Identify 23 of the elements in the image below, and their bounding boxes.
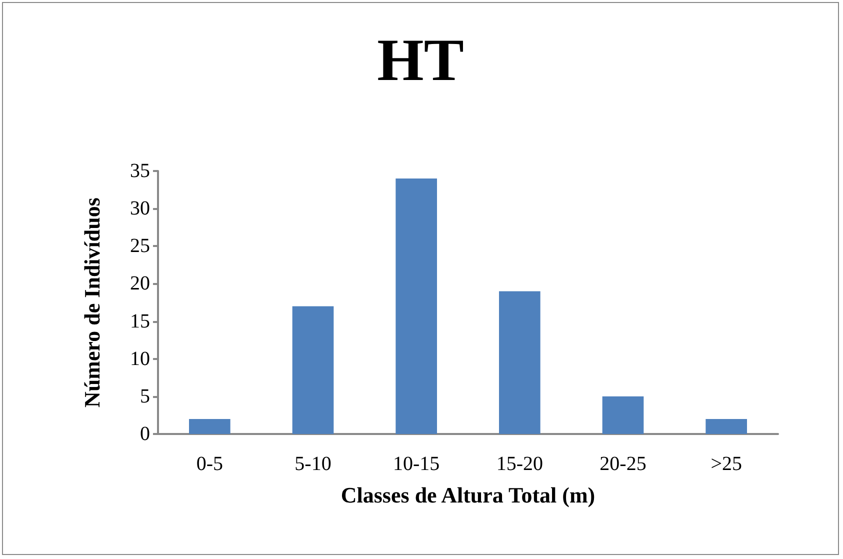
y-tick-label: 35 bbox=[130, 160, 150, 182]
bar bbox=[189, 418, 230, 434]
x-tick-label: 15-20 bbox=[496, 453, 544, 475]
y-tick-label: 0 bbox=[140, 423, 150, 445]
y-tick-label: 10 bbox=[130, 348, 150, 370]
y-tick-label: 20 bbox=[130, 272, 150, 295]
bar bbox=[396, 178, 437, 434]
bar bbox=[706, 418, 747, 434]
bar bbox=[499, 291, 540, 434]
x-tick-label: 10-15 bbox=[392, 453, 440, 475]
x-axis-title: Classes de Altura Total (m) bbox=[340, 482, 596, 508]
y-tick-label: 25 bbox=[130, 235, 150, 258]
y-axis-title: Número de Indivíduos bbox=[80, 197, 104, 408]
y-tick-label: 30 bbox=[130, 198, 150, 220]
bar bbox=[602, 396, 644, 434]
x-tick-label: 5-10 bbox=[294, 453, 332, 475]
y-tick-label: 15 bbox=[130, 310, 150, 332]
chart-title: HT bbox=[377, 27, 464, 93]
y-tick-label: 5 bbox=[140, 385, 150, 408]
x-tick-label: 0-5 bbox=[196, 453, 224, 475]
x-tick-label: >25 bbox=[710, 453, 742, 475]
x-tick-label: 20-25 bbox=[600, 453, 646, 475]
bar bbox=[292, 306, 334, 434]
